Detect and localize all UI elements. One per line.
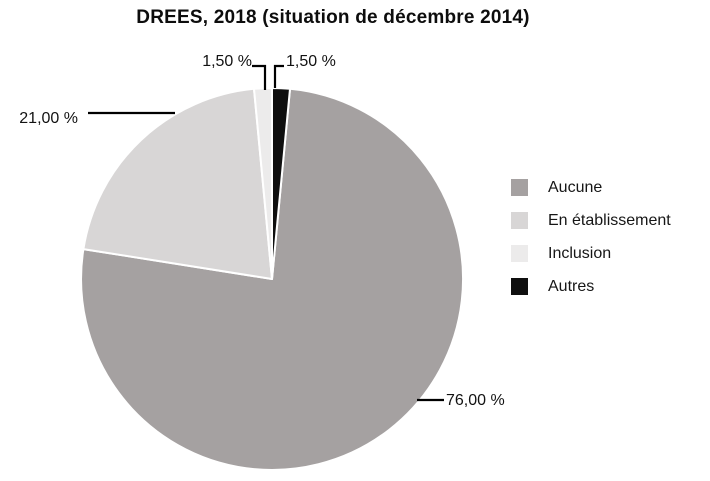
legend-swatch-autres (511, 278, 528, 295)
legend-swatch-en-etablissement (511, 212, 528, 229)
label-autres-percent: 1,50 % (286, 53, 336, 70)
pie-slice-en-etablissement (82, 87, 273, 280)
leader-line-inclusion (252, 64, 267, 90)
legend: Aucune En établissement Inclusion Autres (511, 171, 671, 303)
label-en-etablissement-percent: 21,00 % (19, 110, 78, 127)
legend-item-autres: Autres (511, 270, 671, 303)
label-aucune-percent: 76,00 % (446, 392, 505, 409)
legend-label-aucune: Aucune (548, 178, 603, 196)
leader-line-autres (273, 64, 284, 88)
legend-item-en-etablissement: En établissement (511, 204, 671, 237)
legend-item-aucune: Aucune (511, 171, 671, 204)
chart-title: DREES, 2018 (situation de décembre 2014) (136, 7, 530, 28)
label-inclusion-percent: 1,50 % (202, 53, 252, 70)
legend-swatch-inclusion (511, 245, 528, 262)
legend-swatch-aucune (511, 179, 528, 196)
legend-label-autres: Autres (548, 277, 595, 295)
legend-label-en-etablissement: En établissement (548, 211, 671, 229)
pie-slice-autres (271, 86, 291, 280)
legend-label-inclusion: Inclusion (548, 244, 612, 262)
legend-item-inclusion: Inclusion (511, 237, 671, 270)
